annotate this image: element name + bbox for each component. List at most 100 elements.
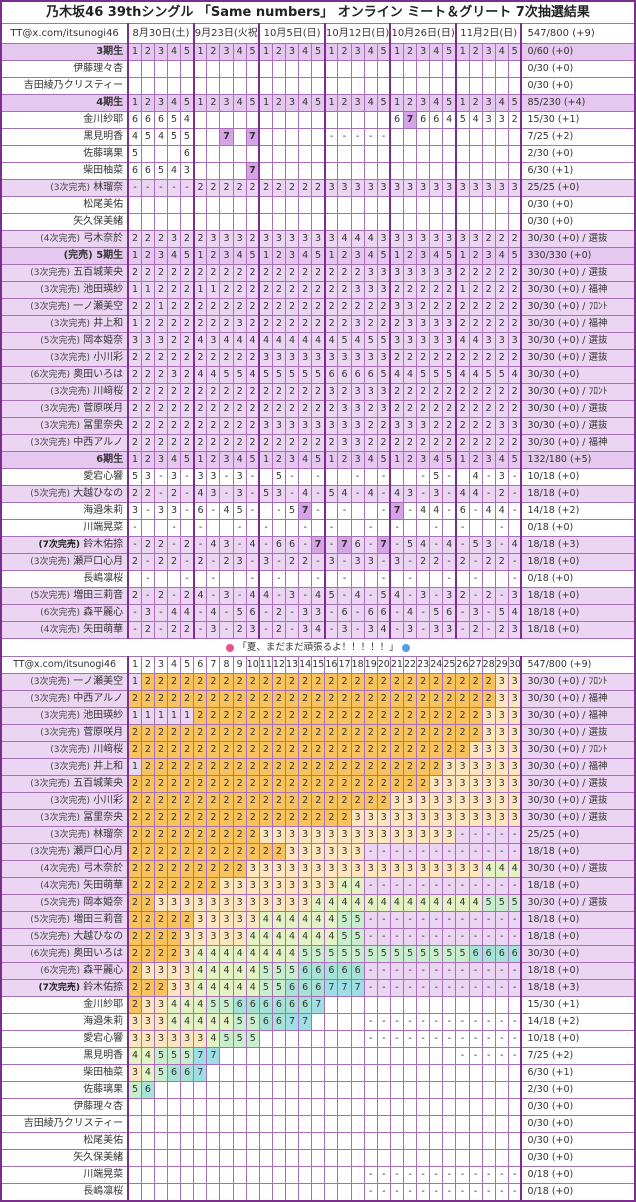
sorted-cell — [206, 1183, 221, 1202]
sorted-cell: 2 — [271, 775, 287, 793]
draw-cell: 2 — [245, 264, 260, 282]
sorted-cell: 2 — [140, 979, 155, 997]
draw-cell: 2 — [206, 298, 221, 316]
sorted-cell — [324, 1064, 339, 1082]
sorted-cell: 2 — [193, 809, 208, 827]
member-name: 伊藤理々杏 — [0, 60, 129, 78]
draw-cell — [323, 468, 339, 486]
sorted-member-row: (6次完売) 奥田いろは 2 2 2 2 3 4 4 4 4 4 4 4 4 5 5 5 5 5 5 5 5 5 5 5 5 5 6 6… — [0, 945, 636, 963]
draw-cell: 2 — [271, 400, 287, 418]
draw-cell: 2 — [180, 434, 195, 452]
draw-cell: 2 — [245, 230, 260, 248]
sorted-cell: 2 — [455, 707, 470, 725]
draw-cell: - — [180, 570, 195, 588]
draw-cell — [180, 213, 195, 231]
draw-cell: - — [127, 536, 142, 554]
sorted-cell: 2 — [324, 809, 339, 827]
sorted-cell: 2 — [324, 707, 339, 725]
draw-cell: 5 — [376, 587, 391, 605]
sorted-cell — [311, 1098, 326, 1116]
slot-number: 3 — [153, 451, 169, 469]
draw-cell: 6 — [271, 536, 287, 554]
sorted-cell: 2 — [153, 690, 169, 708]
column-number: 17 — [337, 656, 352, 674]
member-name: (3次完売) 菅原咲月 — [0, 400, 129, 418]
draw-cell: 2 — [481, 230, 496, 248]
draw-cell: 2 — [337, 383, 352, 401]
sorted-cell: 2 — [127, 690, 142, 708]
draw-cell: 3 — [350, 553, 365, 571]
generation-name: 6期生 — [96, 454, 124, 465]
draw-cell: 3 — [454, 230, 470, 248]
sorted-member-row: (3次完売) 川﨑桜 2 2 2 2 2 2 2 2 2 2 2 2 2 2 2 2 2 2 2 2 2 2 2 2 2 2 3 3 3 3… — [0, 741, 636, 759]
slot-number: 3 — [153, 94, 169, 112]
sorted-cell: - — [494, 928, 509, 946]
sorted-cell — [402, 1081, 418, 1099]
sorted-cell: 6 — [167, 1064, 182, 1082]
sorted-cell — [481, 1115, 496, 1133]
member-result: 30/30 (+0) / 福神 — [520, 434, 636, 452]
sorted-cell: 2 — [337, 792, 352, 810]
sorted-cell: 1 — [153, 707, 169, 725]
draw-cell: 2 — [468, 400, 483, 418]
sorted-cell: 2 — [258, 843, 273, 861]
draw-cell: 3 — [127, 502, 142, 520]
member-name-text: 五百城茉央 — [73, 267, 124, 278]
sorted-cell: - — [481, 928, 496, 946]
sorted-cell: - — [429, 1166, 444, 1184]
draw-cell: 5 — [429, 366, 444, 384]
draw-cell — [468, 519, 483, 537]
member-name: (3次完売) 小川彩 — [0, 349, 129, 367]
sorted-cell: 4 — [324, 928, 339, 946]
sorted-cell — [127, 1183, 142, 1202]
draw-cell — [180, 196, 195, 214]
sorted-cell: - — [363, 928, 378, 946]
sorted-cell: - — [429, 843, 444, 861]
sorted-cell: 4 — [337, 894, 352, 912]
sorted-cell — [193, 1183, 208, 1202]
draw-cell: 2 — [481, 400, 496, 418]
sorted-cell: 6 — [232, 996, 247, 1014]
draw-cell — [481, 570, 496, 588]
member-row: (3次完売) 中西アルノ 2 2 2 2 2 2 2 2 2 2 2 2 2 2 2 2 3 3 2 2 2 2 2 2 2 2 2 2… — [0, 434, 636, 452]
draw-cell: 2 — [192, 383, 208, 401]
sorted-cell — [180, 1183, 195, 1202]
sorted-cell: 2 — [324, 792, 339, 810]
member-row: (6次完売) 森平麗心 -3-4 4-4-5 6-2-3 3-6-6 6-4-5 6-3-5… — [0, 604, 636, 622]
sorted-cell: 3 — [206, 911, 221, 929]
draw-cell — [323, 570, 339, 588]
sorted-cell: 2 — [206, 809, 221, 827]
sorted-cell: 5 — [389, 945, 404, 963]
sorted-cell: 4 — [455, 894, 470, 912]
draw-cell: 7 — [376, 536, 391, 554]
draw-cell: 3 — [468, 179, 483, 197]
sorted-cell — [245, 1098, 260, 1116]
draw-cell: 2 — [454, 383, 470, 401]
sorted-cell: - — [494, 1183, 509, 1202]
draw-cell: 2 — [363, 417, 378, 435]
draw-cell: 2 — [416, 434, 431, 452]
sorted-cell — [258, 1183, 273, 1202]
sorted-cell: 2 — [232, 690, 247, 708]
draw-cell: 3 — [271, 230, 287, 248]
sorted-cell — [232, 1132, 247, 1150]
draw-cell — [350, 60, 365, 78]
sorted-cell: - — [376, 877, 391, 895]
member-row: (3次完売) 小川彩 2 2 2 2 2 2 2 2 2 2 3 3 3 3 3 3 3 3 3 3 2 2 2 2 2 2 2 2 2 2… — [0, 349, 636, 367]
draw-cell — [180, 77, 195, 95]
draw-cell — [232, 111, 247, 129]
sorted-cell — [507, 1081, 522, 1099]
draw-cell: 6 — [153, 111, 169, 129]
draw-cell: 3 — [219, 230, 234, 248]
draw-cell — [219, 77, 234, 95]
draw-cell: 2 — [258, 383, 273, 401]
sorted-cell: 2 — [153, 792, 169, 810]
credit-link[interactable]: TT@x.com/itsunogi46 — [0, 656, 129, 674]
member-name: (7次完売) 鈴木佑捺 — [0, 536, 129, 554]
draw-cell: 2 — [507, 281, 522, 299]
sorted-cell: - — [376, 928, 391, 946]
draw-cell: 2 — [337, 315, 352, 333]
credit-link[interactable]: TT@x.com/itsunogi46 — [0, 23, 129, 44]
sorted-cell — [442, 1081, 457, 1099]
draw-cell — [192, 60, 208, 78]
